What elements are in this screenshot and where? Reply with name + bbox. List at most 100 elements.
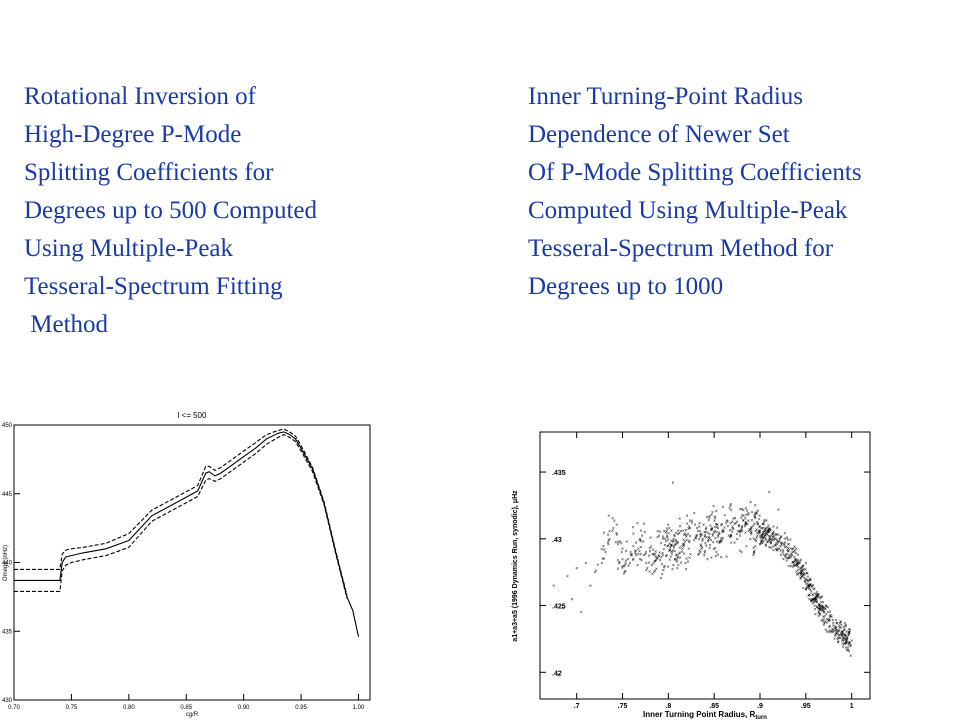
scatter-point: × bbox=[848, 628, 851, 634]
scatter-point: × bbox=[722, 530, 725, 536]
scatter-point: × bbox=[791, 547, 794, 553]
caption-line: Using Multiple-Peak bbox=[24, 235, 234, 262]
scatter-point: × bbox=[685, 567, 688, 573]
scatter-point: × bbox=[705, 515, 708, 521]
left-x-tick-label: 1.00 bbox=[353, 705, 365, 711]
scatter-point: × bbox=[764, 529, 767, 535]
scatter-point: × bbox=[800, 566, 803, 572]
scatter-point: × bbox=[804, 577, 807, 583]
scatter-point: × bbox=[772, 535, 775, 541]
scatter-point: × bbox=[639, 557, 642, 563]
scatter-point: × bbox=[675, 560, 678, 566]
scatter-point: × bbox=[683, 533, 686, 539]
scatter-point: × bbox=[807, 578, 810, 584]
scatter-point: × bbox=[778, 537, 781, 543]
scatter-point: × bbox=[747, 529, 750, 535]
scatter-point: × bbox=[654, 557, 657, 563]
scatter-point: × bbox=[806, 574, 809, 580]
scatter-point: × bbox=[720, 538, 723, 544]
scatter-point: × bbox=[729, 502, 732, 508]
scatter-point: × bbox=[700, 532, 703, 538]
scatter-point: × bbox=[720, 536, 723, 542]
scatter-point: × bbox=[818, 607, 821, 613]
scatter-point: × bbox=[704, 549, 707, 555]
scatter-point: × bbox=[843, 628, 846, 634]
scatter-point: × bbox=[695, 526, 698, 532]
scatter-point: × bbox=[818, 612, 821, 618]
scatter-point: × bbox=[648, 546, 651, 552]
scatter-point: × bbox=[817, 611, 820, 617]
left-y-axis-label: Omega (nHz) bbox=[3, 545, 9, 581]
scatter-point: × bbox=[794, 558, 797, 564]
scatter-point: × bbox=[657, 533, 660, 539]
scatter-point: × bbox=[843, 642, 846, 648]
scatter-point: × bbox=[809, 578, 812, 584]
left-x-tick-label: 0.95 bbox=[295, 705, 307, 711]
scatter-point: × bbox=[848, 630, 851, 636]
left-ticks: 0.70 0.75 0.80 0.85 0.90 0.95 1.00 430 435 440 445… bbox=[2, 423, 365, 711]
scatter-point: × bbox=[646, 566, 649, 572]
scatter-point: × bbox=[775, 533, 778, 539]
scatter-point: × bbox=[764, 544, 767, 550]
scatter-point: × bbox=[703, 530, 706, 536]
scatter-point: × bbox=[835, 627, 838, 633]
scatter-point: × bbox=[760, 540, 763, 546]
scatter-point: × bbox=[735, 520, 738, 526]
scatter-point: × bbox=[839, 625, 842, 631]
scatter-point: × bbox=[762, 536, 765, 542]
scatter-point: × bbox=[639, 529, 642, 535]
scatter-point: × bbox=[707, 518, 710, 524]
scatter-point: × bbox=[698, 552, 701, 558]
scatter-point: × bbox=[712, 540, 715, 546]
scatter-point: × bbox=[636, 521, 639, 527]
scatter-point: × bbox=[797, 558, 800, 564]
scatter-point: × bbox=[808, 593, 811, 599]
scatter-point: × bbox=[775, 538, 778, 544]
scatter-point: × bbox=[674, 538, 677, 544]
scatter-point: × bbox=[844, 633, 847, 639]
scatter-point: × bbox=[698, 537, 701, 543]
scatter-point: × bbox=[687, 560, 690, 566]
scatter-point: × bbox=[749, 527, 752, 533]
scatter-point: × bbox=[688, 519, 691, 525]
scatter-point: × bbox=[745, 522, 748, 528]
scatter-point: × bbox=[595, 569, 598, 575]
scatter-point: × bbox=[726, 519, 729, 525]
scatter-point: × bbox=[762, 536, 765, 542]
scatter-point: × bbox=[749, 537, 752, 543]
scatter-point: × bbox=[818, 602, 821, 608]
scatter-point: × bbox=[817, 592, 820, 598]
scatter-point: × bbox=[752, 524, 755, 530]
right-x-axis-label-text: Inner Turning Point Radius, R bbox=[643, 710, 756, 719]
scatter-point: × bbox=[678, 545, 681, 551]
scatter-point: × bbox=[819, 612, 822, 618]
scatter-point: × bbox=[584, 561, 587, 567]
turning-point-scatter-plot: Inner Turning Point Radius, Rturn a1+a3+… bbox=[512, 431, 871, 720]
scatter-point: × bbox=[825, 612, 828, 618]
scatter-point: × bbox=[684, 561, 687, 567]
scatter-point: × bbox=[839, 633, 842, 639]
scatter-point: × bbox=[744, 521, 747, 527]
scatter-point: × bbox=[676, 540, 679, 546]
scatter-point: × bbox=[792, 563, 795, 569]
scatter-point: × bbox=[822, 600, 825, 606]
scatter-point: × bbox=[658, 554, 661, 560]
scatter-point: × bbox=[721, 505, 724, 511]
scatter-point: × bbox=[696, 529, 699, 535]
scatter-point: × bbox=[847, 643, 850, 649]
scatter-point: × bbox=[804, 568, 807, 574]
scatter-point: × bbox=[688, 538, 691, 544]
scatter-point: × bbox=[769, 541, 772, 547]
scatter-point: × bbox=[774, 547, 777, 553]
scatter-point: × bbox=[841, 634, 844, 640]
left-x-tick-label: 0.80 bbox=[123, 705, 135, 711]
scatter-point: × bbox=[652, 570, 655, 576]
scatter-point: × bbox=[766, 540, 769, 546]
scatter-point: × bbox=[760, 534, 763, 540]
scatter-point: × bbox=[802, 586, 805, 592]
scatter-point: × bbox=[790, 551, 793, 557]
scatter-point: × bbox=[661, 535, 664, 541]
scatter-point: × bbox=[744, 522, 747, 528]
scatter-point: × bbox=[840, 630, 843, 636]
scatter-point: × bbox=[717, 553, 720, 559]
